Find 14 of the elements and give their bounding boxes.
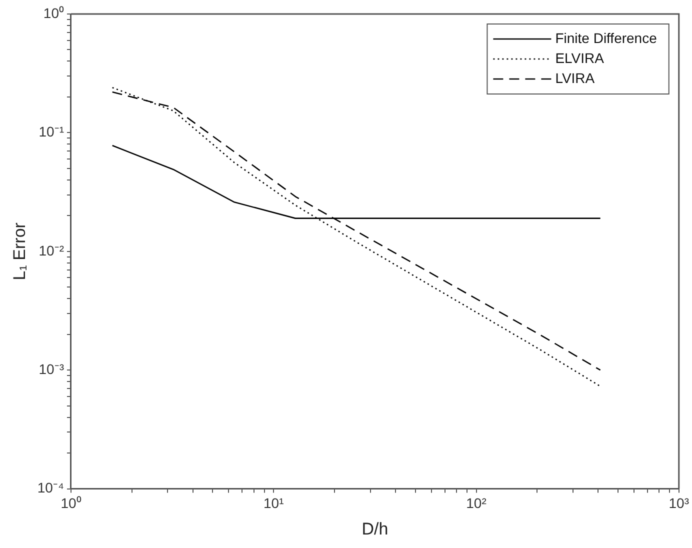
x-tick-label: 10¹ bbox=[264, 495, 284, 512]
y-axis-title: L₁ Error bbox=[10, 222, 29, 280]
legend-label: ELVIRA bbox=[555, 50, 605, 66]
y-tick-label: 10⁻¹ bbox=[38, 124, 64, 140]
y-tick-label: 10⁻² bbox=[38, 242, 64, 258]
legend-label: Finite Difference bbox=[555, 30, 658, 46]
x-tick-label: 10² bbox=[466, 495, 487, 512]
x-axis-title: D/h bbox=[362, 519, 388, 538]
x-tick-label: 10³ bbox=[668, 495, 690, 512]
y-tick-label: 10⁰ bbox=[43, 4, 64, 21]
x-tick-label: 10⁰ bbox=[60, 495, 82, 512]
legend-label: LVIRA bbox=[555, 70, 596, 86]
y-tick-label: 10⁻³ bbox=[38, 360, 64, 377]
y-tick-label: 10⁻⁴ bbox=[37, 480, 64, 496]
